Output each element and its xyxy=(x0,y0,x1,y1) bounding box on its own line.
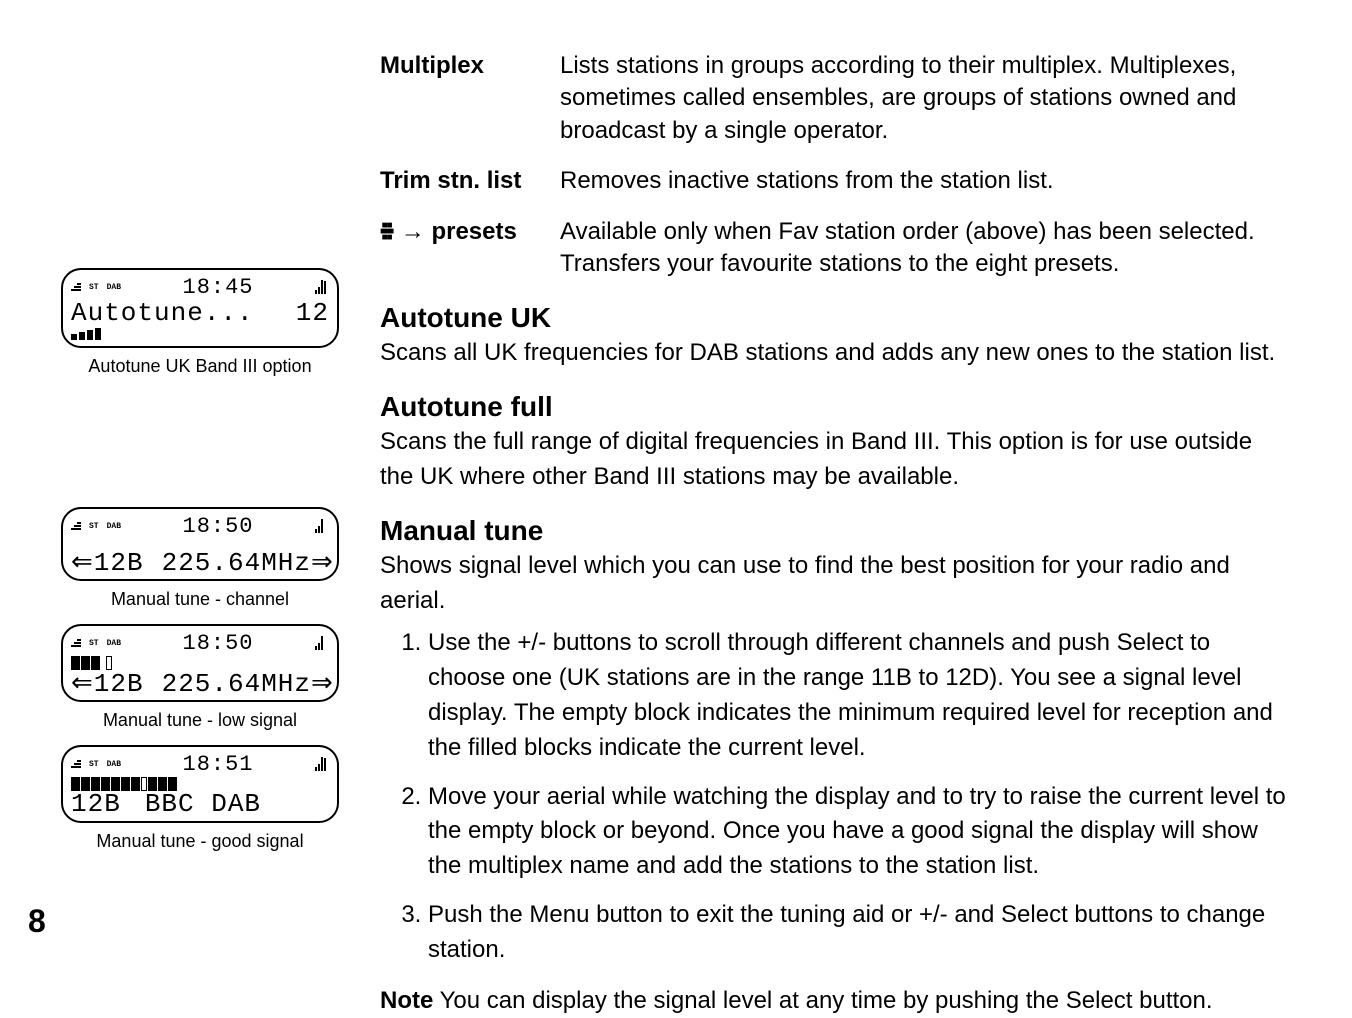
lcd-text-right: 12 xyxy=(296,298,329,328)
dab-label: DAB xyxy=(107,760,121,769)
stereo-label: ST xyxy=(89,760,99,769)
lcd-caption: Manual tune - channel xyxy=(60,589,340,610)
section-body-autotune-full: Scans the full range of digital frequenc… xyxy=(380,425,1292,495)
lcd-text-left: ⇐12B xyxy=(71,547,144,578)
lcd-time: 18:51 xyxy=(183,752,254,777)
page-number: 8 xyxy=(28,903,46,940)
volume-icon xyxy=(71,639,81,647)
lcd-caption: Autotune UK Band III option xyxy=(60,356,340,377)
antenna-icon xyxy=(315,280,329,294)
section-body-autotune-uk: Scans all UK frequencies for DAB station… xyxy=(380,336,1292,371)
dab-label: DAB xyxy=(107,522,121,531)
lcd-manual-good: ST DAB 18:51 12B BBC DAB xyxy=(61,745,339,823)
progress-bars xyxy=(71,328,329,340)
lcd-text-left: 12B xyxy=(71,789,121,819)
section-intro-manual-tune: Shows signal level which you can use to … xyxy=(380,549,1292,619)
lcd-caption: Manual tune - low signal xyxy=(60,710,340,731)
antenna-icon xyxy=(315,757,329,771)
definition-multiplex: Multiplex Lists stations in groups accor… xyxy=(380,50,1292,147)
lcd-text-right: 225.64MHz⇒ xyxy=(162,547,334,578)
def-desc: Lists stations in groups according to th… xyxy=(560,50,1292,147)
def-desc: Available only when Fav station order (a… xyxy=(560,216,1292,281)
section-title-autotune-uk: Autotune UK xyxy=(380,302,1292,334)
antenna-icon xyxy=(315,636,329,650)
lcd-text-left: ⇐12B xyxy=(71,668,144,699)
volume-icon xyxy=(71,283,81,291)
lcd-text-right: BBC DAB xyxy=(145,789,261,819)
step-3: Push the Menu button to exit the tuning … xyxy=(428,898,1292,968)
lcd-manual-channel: ST DAB 18:50 ⇐12B 225.64MHz⇒ xyxy=(61,507,339,581)
definition-presets: ■ ■■■■■ ■ → presets Available only when … xyxy=(380,216,1292,281)
stereo-label: ST xyxy=(89,639,99,648)
lcd-time: 18:45 xyxy=(183,275,254,300)
manual-tune-steps: Use the +/- buttons to scroll through di… xyxy=(380,626,1292,981)
volume-icon xyxy=(71,760,81,768)
section-title-autotune-full: Autotune full xyxy=(380,391,1292,423)
def-term: Multiplex xyxy=(380,50,550,147)
lcd-manual-low: ST DAB 18:50 ⇐12B 225.64MHz⇒ xyxy=(61,624,339,702)
def-desc: Removes inactive stations from the stati… xyxy=(560,165,1292,197)
def-term: Trim stn. list xyxy=(380,165,550,197)
antenna-icon xyxy=(315,519,329,533)
lcd-time: 18:50 xyxy=(183,514,254,539)
note-label: Note xyxy=(380,987,433,1014)
lcd-time: 18:50 xyxy=(183,631,254,656)
volume-icon xyxy=(71,522,81,530)
def-term: ■ ■■■■■ ■ → presets xyxy=(380,216,550,281)
dab-label: DAB xyxy=(107,283,121,292)
lcd-text-right: 225.64MHz⇒ xyxy=(162,668,334,699)
lcd-caption: Manual tune - good signal xyxy=(60,831,340,852)
step-1: Use the +/- buttons to scroll through di… xyxy=(428,626,1292,765)
dab-label: DAB xyxy=(107,639,121,648)
hub-icon: ■ ■■■■■ ■ xyxy=(380,223,392,241)
manual-tune-note: Note You can display the signal level at… xyxy=(380,984,1292,1018)
lcd-autotune: ST DAB 18:45 Autotune... 12 xyxy=(61,268,339,348)
step-2: Move your aerial while watching the disp… xyxy=(428,780,1292,884)
lcd-text-left: Autotune... xyxy=(71,298,254,328)
definition-trim: Trim stn. list Removes inactive stations… xyxy=(380,165,1292,197)
note-body: You can display the signal level at any … xyxy=(433,987,1212,1014)
section-title-manual-tune: Manual tune xyxy=(380,515,1292,547)
stereo-label: ST xyxy=(89,283,99,292)
stereo-label: ST xyxy=(89,522,99,531)
